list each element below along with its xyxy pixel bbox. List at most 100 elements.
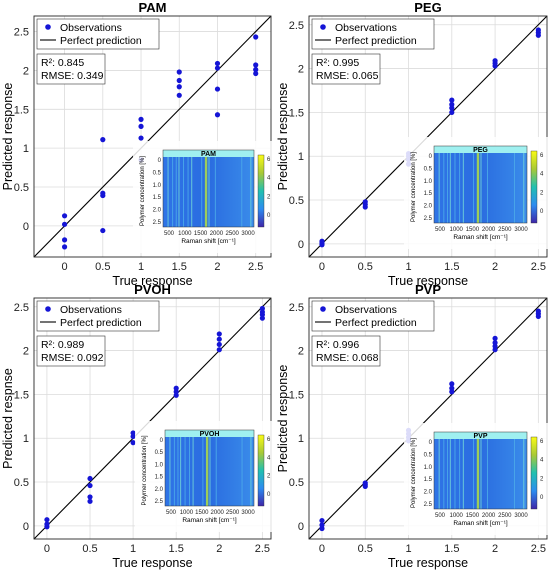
inset-x-tick-label: 500 bbox=[164, 231, 175, 237]
rmse-value: RMSE: 0.065 bbox=[316, 70, 379, 82]
inset-y-tick-label: 0 bbox=[158, 158, 162, 164]
x-tick-label: 1.5 bbox=[444, 261, 459, 273]
inset-heatmap: PEG 500 1000 1500 2000 2500 3000 0 0.5 1.0 1.5 2.0 2… bbox=[404, 137, 550, 249]
observation-point bbox=[449, 109, 455, 115]
heatmap-peak-stripe bbox=[215, 437, 217, 506]
y-axis-label: Predicted response bbox=[276, 365, 290, 473]
y-tick-label: 0.5 bbox=[289, 477, 304, 489]
inset-x-tick-label: 1000 bbox=[180, 510, 194, 516]
y-tick-label: 2 bbox=[298, 64, 304, 76]
heatmap-peak-stripe bbox=[513, 439, 515, 509]
inset-y-tick-label: 1.5 bbox=[424, 477, 433, 483]
x-tick-label: 1.5 bbox=[169, 543, 184, 555]
observation-point bbox=[214, 65, 221, 71]
inset-y-tick-label: 2.5 bbox=[424, 502, 433, 508]
heatmap-peak-stripe bbox=[241, 157, 243, 227]
observation-point bbox=[176, 84, 182, 90]
inset-x-tick-label: 1500 bbox=[466, 227, 480, 233]
observation-point bbox=[319, 522, 325, 528]
legend-entry: Observations bbox=[335, 304, 397, 316]
heatmap-peak-stripe bbox=[173, 437, 175, 506]
observation-point bbox=[130, 430, 136, 436]
inset-x-tick-label: 1500 bbox=[466, 513, 480, 519]
heatmap-peak-stripe bbox=[523, 439, 525, 509]
inset-title-band bbox=[163, 150, 254, 157]
inset-title-band bbox=[434, 146, 527, 153]
heatmap-peak-stripe bbox=[449, 153, 451, 223]
observation-point bbox=[44, 517, 50, 523]
x-tick-label: 0.5 bbox=[358, 543, 373, 555]
r-squared-value: R²: 0.845 bbox=[41, 57, 84, 69]
inset-y-tick-label: 0 bbox=[429, 154, 433, 160]
x-tick-label: 0 bbox=[44, 543, 50, 555]
observation-point bbox=[362, 199, 368, 205]
observation-point bbox=[61, 213, 68, 219]
x-tick-label: 2 bbox=[492, 261, 498, 273]
y-tick-label: 2 bbox=[298, 346, 304, 358]
heatmap-peak-stripe bbox=[180, 437, 182, 506]
inset-x-tick-label: 2000 bbox=[482, 513, 496, 519]
inset-y-tick-label: 1.5 bbox=[155, 475, 164, 481]
inset-x-tick-label: 1500 bbox=[195, 510, 209, 516]
inset-heatmap: PVP 500 1000 1500 2000 2500 3000 0 0.5 1.0 1.5 2.0 2… bbox=[404, 423, 550, 535]
inset-title-band bbox=[434, 432, 527, 439]
heatmap-peak-stripe bbox=[459, 439, 461, 509]
inset-x-tick-label: 3000 bbox=[241, 231, 255, 237]
colorbar-tick-label: 2 bbox=[267, 194, 271, 200]
plot-frame bbox=[33, 297, 272, 540]
rmse-value: RMSE: 0.349 bbox=[41, 70, 104, 82]
legend-entry: Observations bbox=[60, 22, 122, 34]
legend-observation-marker bbox=[45, 306, 51, 312]
heatmap-peak-stripe bbox=[191, 157, 193, 227]
heatmap-peak-stripe bbox=[447, 439, 449, 509]
inset-x-label: Raman shift [cm⁻¹] bbox=[453, 234, 508, 241]
y-axis-label: Predicted response bbox=[276, 83, 290, 191]
y-tick-label: 0 bbox=[23, 521, 29, 533]
observation-point bbox=[176, 92, 182, 98]
inset-x-tick-label: 3000 bbox=[514, 227, 528, 233]
y-tick-label: 2.5 bbox=[289, 20, 304, 32]
legend-entry: Observations bbox=[335, 22, 397, 34]
y-tick-label: 0.5 bbox=[289, 195, 304, 207]
heatmap-peak-stripe bbox=[189, 437, 191, 506]
inset-y-tick-label: 0.5 bbox=[155, 450, 164, 456]
observation-point bbox=[535, 308, 541, 314]
inset-title: PVOH bbox=[200, 431, 220, 438]
y-tick-label: 1 bbox=[298, 151, 304, 163]
heatmap-peak-stripe bbox=[487, 439, 489, 509]
colorbar-tick-label: 4 bbox=[540, 458, 544, 464]
observation-point bbox=[492, 58, 498, 64]
x-tick-label: 1 bbox=[405, 261, 411, 273]
heatmap-peak-stripe bbox=[250, 437, 252, 506]
observation-point bbox=[176, 77, 182, 84]
x-tick-label: 2.5 bbox=[531, 543, 546, 555]
colorbar bbox=[530, 150, 538, 224]
inset-x-tick-label: 2000 bbox=[211, 510, 225, 516]
observation-point bbox=[449, 381, 455, 387]
colorbar-tick-label: 6 bbox=[267, 437, 271, 443]
heatmap-peak-stripe bbox=[438, 439, 440, 509]
observation-point bbox=[87, 494, 93, 500]
colorbar bbox=[530, 436, 538, 510]
perfect-prediction-line bbox=[33, 15, 272, 258]
heatmap-peak-stripe bbox=[187, 157, 189, 227]
inset-x-tick-label: 2000 bbox=[482, 227, 496, 233]
inset-x-label: Raman shift [cm⁻¹] bbox=[181, 238, 236, 245]
panel-peg: 0 0.5 1 1.5 2 2.5 0 0.5 1 1.5 2 2.5 PEG True response… bbox=[276, 0, 550, 288]
colorbar-tick-label: 4 bbox=[267, 455, 271, 461]
heatmap-peak-stripe bbox=[449, 439, 451, 509]
x-tick-label: 1.5 bbox=[172, 261, 187, 273]
heatmap-peak-stripe bbox=[184, 437, 186, 506]
x-tick-label: 2 bbox=[492, 543, 498, 555]
legend-entry: Perfect prediction bbox=[60, 35, 142, 47]
observation-point bbox=[492, 340, 498, 346]
x-tick-label: 2 bbox=[214, 261, 220, 273]
heatmap-peak-stripe bbox=[208, 157, 210, 227]
heatmap-peak-stripe bbox=[438, 153, 440, 223]
inset-heatmap: PAM 500 1000 1500 2000 2500 3000 0 0.5 1.0 1.5 2.0 2… bbox=[133, 141, 279, 253]
inset-y-tick-label: 0.5 bbox=[424, 166, 433, 172]
heatmap-peak-stripe bbox=[454, 439, 456, 509]
